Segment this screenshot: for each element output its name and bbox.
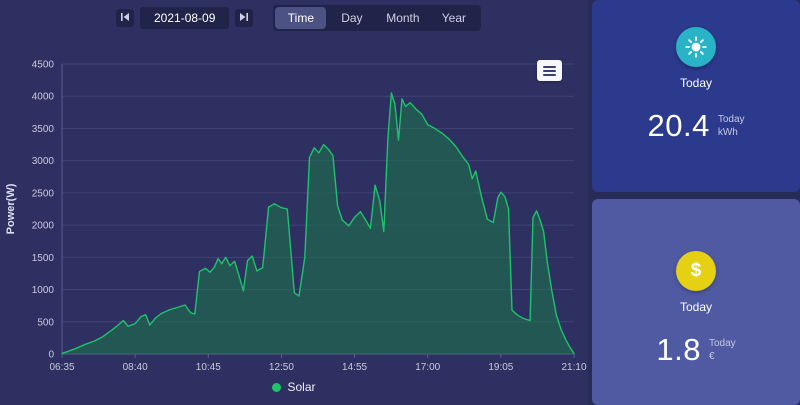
dollar-icon: $ (676, 251, 716, 291)
revenue-today-card: $ Today 1.8 Today € (592, 199, 800, 405)
skip-prev-button[interactable] (116, 9, 134, 27)
energy-unit-period: Today (717, 114, 745, 125)
svg-text:1000: 1000 (32, 285, 55, 296)
power-chart[interactable]: 0 500 1000 1500 2000 2500 3000 3500 4000 4500 06:3… (0, 36, 588, 373)
svg-text:2500: 2500 (32, 188, 55, 199)
svg-text:12:50: 12:50 (269, 362, 294, 372)
skip-next-icon (239, 9, 249, 27)
svg-text:17:00: 17:00 (415, 362, 440, 372)
legend-dot-solar (272, 382, 282, 392)
tab-day[interactable]: Day (341, 11, 363, 25)
revenue-unit: Today € (709, 337, 736, 365)
svg-text:06:35: 06:35 (49, 362, 74, 372)
tab-year[interactable]: Year (441, 11, 467, 25)
svg-text:0: 0 (48, 350, 54, 361)
svg-text:1500: 1500 (32, 253, 55, 264)
svg-text:21:10: 21:10 (561, 362, 586, 372)
svg-text:Power(W): Power(W) (5, 183, 17, 234)
sun-icon (676, 27, 716, 67)
svg-text:19:05: 19:05 (488, 362, 513, 372)
svg-text:14:55: 14:55 (342, 362, 367, 372)
granularity-tabs: Time Day Month Year (273, 5, 482, 31)
svg-text:2000: 2000 (32, 221, 55, 232)
summary-panel: Today 20.4 Today kWh $ Today 1.8 Today € (592, 0, 800, 405)
energy-value-row: 20.4 Today kWh (647, 110, 744, 141)
svg-text:10:45: 10:45 (196, 362, 221, 372)
chart-legend[interactable]: Solar (0, 372, 588, 402)
toolbar: 2021-08-09 Time Day Month Year (0, 0, 588, 36)
energy-value: 20.4 (647, 108, 710, 143)
energy-unit-symbol: kWh (717, 127, 738, 138)
revenue-period-label: Today (679, 300, 713, 314)
energy-today-card: Today 20.4 Today kWh (592, 0, 800, 192)
svg-text:3500: 3500 (32, 124, 55, 135)
skip-prev-icon (120, 9, 130, 27)
menu-icon (543, 65, 556, 68)
legend-label-solar: Solar (287, 380, 316, 394)
svg-text:3000: 3000 (32, 156, 55, 167)
revenue-value-row: 1.8 Today € (656, 334, 735, 365)
svg-text:08:40: 08:40 (123, 362, 148, 372)
revenue-value: 1.8 (656, 332, 701, 367)
tab-month[interactable]: Month (386, 11, 420, 25)
chart-menu-button[interactable] (537, 60, 562, 81)
revenue-unit-symbol: € (708, 351, 715, 362)
energy-unit: Today kWh (718, 113, 745, 141)
svg-text:4000: 4000 (32, 92, 55, 103)
date-picker[interactable]: 2021-08-09 (140, 7, 230, 29)
tab-time[interactable]: Time (275, 7, 327, 29)
revenue-unit-period: Today (708, 338, 736, 349)
svg-text:4500: 4500 (32, 60, 55, 71)
skip-next-button[interactable] (235, 9, 254, 27)
chart-panel: 2021-08-09 Time Day Month Year 0 500 1000 1… (0, 0, 588, 402)
svg-text:500: 500 (37, 317, 54, 328)
energy-period-label: Today (679, 76, 713, 90)
